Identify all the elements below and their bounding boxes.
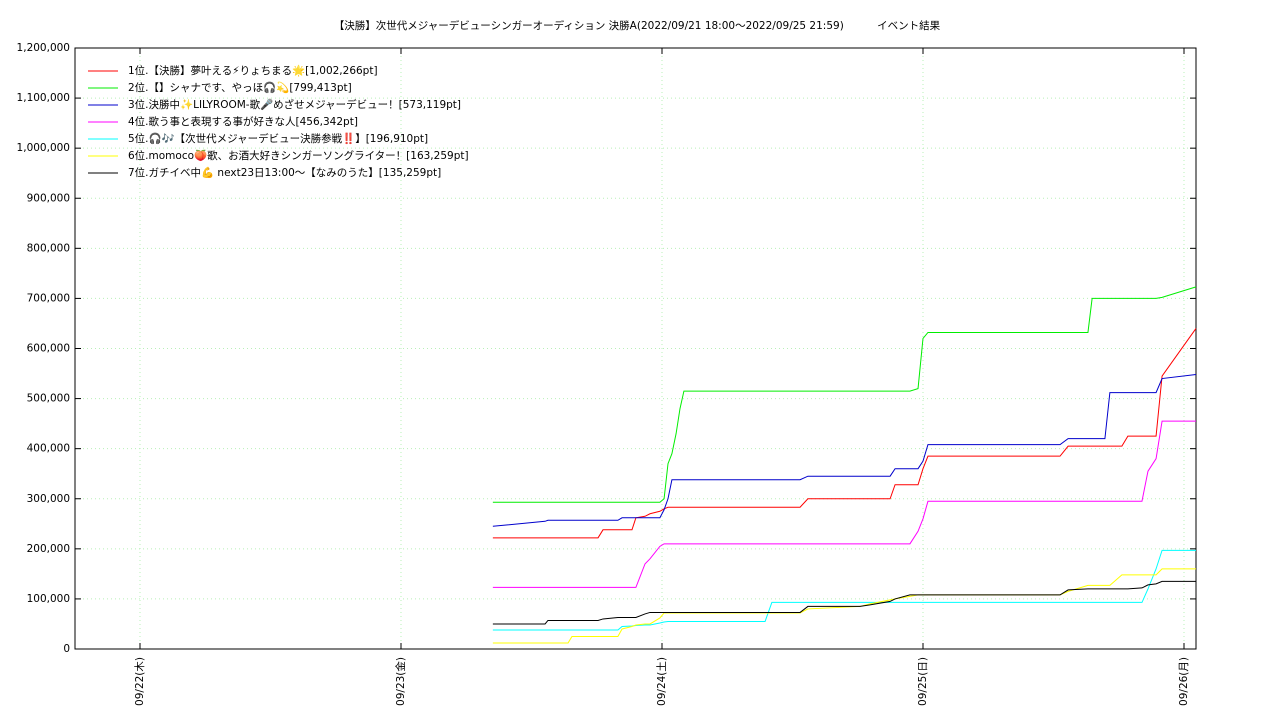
legend-label: 4位.歌う事と表現する事が好きな人[456,342pt] xyxy=(128,115,358,128)
chart-title: 【決勝】次世代メジャーデビューシンガーオーディション 決勝A(2022/09/2… xyxy=(334,19,941,32)
series-line xyxy=(492,374,1197,527)
y-tick-label: 500,000 xyxy=(27,393,70,405)
y-tick-label: 1,200,000 xyxy=(17,42,70,54)
legend-label: 2位.【】シャナです、やっほ🎧💫[799,413pt] xyxy=(128,81,352,94)
x-tick-label: 09/22(木) xyxy=(134,657,146,706)
legend-label: 6位.momoco🍑歌、お酒大好きシンガーソングライター！[163,259pt] xyxy=(128,149,469,162)
legend-label: 1位.【決勝】夢叶える⚡りょちまる🌟[1,002,266pt] xyxy=(128,64,378,77)
series-line xyxy=(492,549,1196,631)
x-tick-label: 09/26(月) xyxy=(1178,657,1190,706)
y-tick-label: 200,000 xyxy=(27,543,70,555)
y-tick-label: 1,000,000 xyxy=(17,142,70,154)
y-tick-label: 300,000 xyxy=(27,493,70,505)
legend-label: 3位.決勝中✨LILYROOM-歌🎤めざせメジャーデビュー！[573,119pt… xyxy=(128,98,461,111)
y-tick-label: 0 xyxy=(63,643,70,655)
y-tick-label: 700,000 xyxy=(27,292,70,304)
series-line xyxy=(492,328,1197,539)
x-tick-label: 09/25(日) xyxy=(917,657,929,706)
y-tick-label: 100,000 xyxy=(27,593,70,605)
y-tick-label: 1,100,000 xyxy=(17,92,70,104)
y-tick-label: 600,000 xyxy=(27,343,70,355)
x-tick-label: 09/23(金) xyxy=(394,657,407,706)
y-tick-label: 400,000 xyxy=(27,443,70,455)
y-tick-label: 800,000 xyxy=(27,242,70,254)
legend-label: 5位.🎧🎶【次世代メジャーデビュー決勝参戦‼️】[196,910pt] xyxy=(128,132,428,145)
series-line xyxy=(492,286,1197,503)
legend-label: 7位.ガチイベ中💪 next23日13:00〜【なみのうた】[135,259pt… xyxy=(128,166,441,179)
series-line xyxy=(492,420,1196,588)
series-line xyxy=(492,568,1196,644)
series-line xyxy=(492,580,1196,625)
y-tick-label: 900,000 xyxy=(27,192,70,204)
plot-frame xyxy=(74,47,1197,650)
x-tick-label: 09/24(土) xyxy=(655,657,668,706)
